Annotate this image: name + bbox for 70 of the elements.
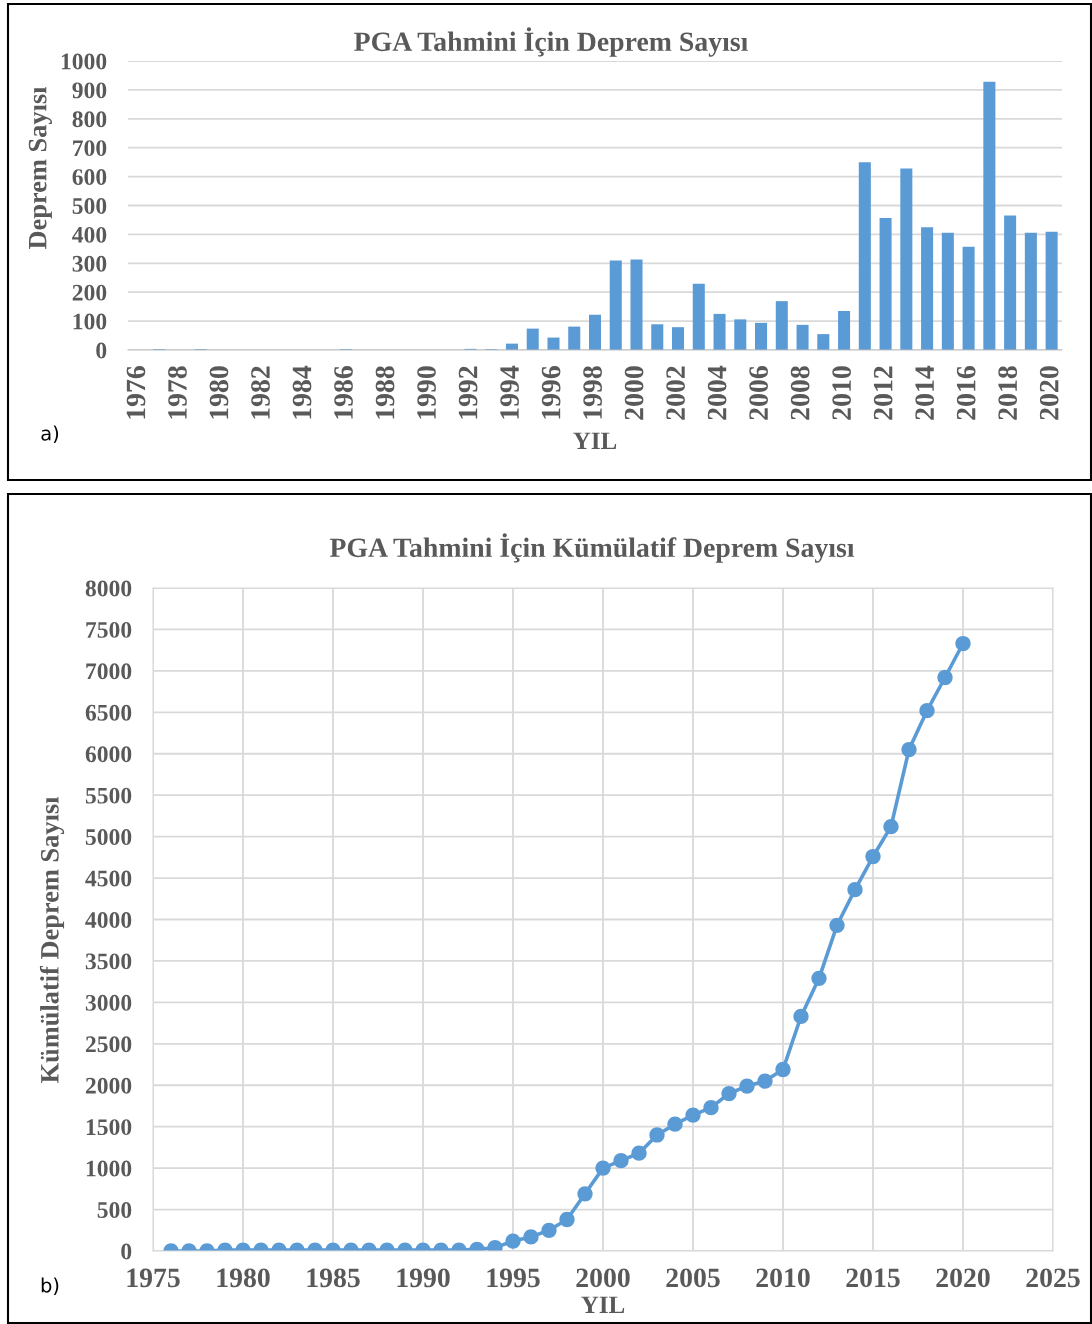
chart-title: PGA Tahmini İçin Kümülatif Deprem Sayısı [329,533,855,563]
y-tick-label: 500 [97,1202,132,1218]
y-tick-label: 900 [72,82,107,99]
x-tick-label: 1992 [458,366,478,419]
y-tick-label: 1000 [61,53,107,70]
x-axis-title: YIL [573,432,617,450]
x-tick-label: 2012 [873,366,893,420]
y-tick-label: 700 [73,140,107,157]
x-tick-label: 1990 [397,1268,450,1288]
y-tick-label: 2500 [85,1036,132,1053]
text: b) [41,1277,59,1295]
x-tick-label: 2025 [1026,1268,1080,1288]
y-tick-label: 7000 [86,663,132,680]
x-tick-label: 2010 [756,1268,810,1288]
y-tick-label: 4500 [85,870,132,887]
y-tick-label: 4000 [85,911,132,928]
x-tick-label: 1975 [127,1268,180,1288]
x-tick-label: 1998 [583,366,602,419]
y-tick-label: 400 [72,226,107,243]
x-tick-label: 2008 [790,366,810,420]
x-tick-label: 2000 [624,366,644,420]
y-tick-label: 3500 [85,953,132,970]
x-tick-label: 2015 [846,1268,900,1288]
y-tick-label: 1500 [86,1119,132,1136]
x-tick-label: 1996 [541,366,561,419]
x-tick-label: 1985 [307,1268,360,1288]
chart-title: PGA Tahmini İçin Deprem Sayısı [354,27,748,57]
y-axis-title: Kümülatif Deprem Sayısı [39,796,65,1083]
x-tick-label: 1982 [251,366,270,419]
x-tick-label: 1990 [417,366,436,419]
y-tick-label: 300 [72,255,107,272]
x-tick-label: 1980 [217,1268,270,1288]
y-tick-label: 5000 [85,829,132,846]
x-tick-label: 1980 [209,366,229,419]
x-tick-label: 2018 [998,366,1018,420]
x-tick-label: 2020 [1039,366,1059,420]
y-tick-label: 7500 [86,621,132,638]
x-tick-label: 2004 [707,365,727,420]
x-tick-label: 2006 [749,366,768,420]
x-tick-label: 1976 [126,366,146,419]
x-tick-label: 2020 [936,1268,990,1288]
y-tick-label: 3000 [85,994,132,1011]
x-tick-label: 2016 [956,366,976,420]
x-tick-label: 1986 [334,366,353,419]
y-tick-label: 600 [72,169,107,186]
y-tick-label: 200 [72,284,107,301]
y-tick-label: 100 [73,313,107,330]
x-axis-title: YIL [581,1296,625,1314]
y-axis-title: Deprem Sayısı [28,86,52,250]
y-tick-label: 1000 [86,1160,132,1177]
y-tick-label: 0 [96,342,107,359]
y-tick-label: 2000 [85,1077,132,1094]
x-tick-label: 2005 [666,1268,720,1288]
x-tick-label: 1984 [292,365,312,419]
x-tick-label: 1978 [168,366,187,419]
text: a) [41,425,59,443]
y-tick-label: 800 [72,111,107,128]
y-tick-label: 0 [121,1243,132,1260]
y-tick-label: 8000 [85,580,132,597]
x-tick-label: 1988 [375,366,395,419]
x-tick-label: 1995 [487,1268,540,1288]
x-tick-label: 2014 [915,365,935,420]
x-tick-label: 2002 [666,366,685,420]
y-tick-label: 500 [72,197,107,214]
y-tick-label: 5500 [85,787,132,804]
x-tick-label: 2010 [832,366,852,420]
y-tick-label: 6000 [85,746,132,763]
x-tick-label: 2000 [576,1268,630,1288]
x-tick-label: 1994 [500,365,519,419]
y-tick-label: 6500 [85,704,132,721]
